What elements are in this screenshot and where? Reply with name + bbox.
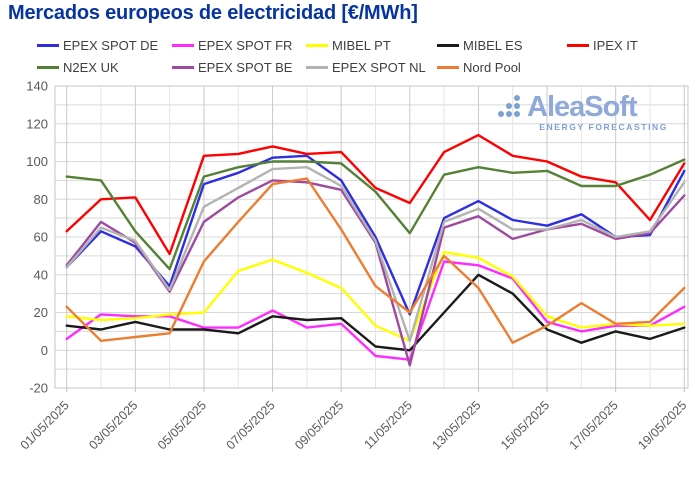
series-line-nord-pool xyxy=(65,177,686,344)
legend-swatch xyxy=(437,44,459,47)
legend-swatch xyxy=(567,44,589,47)
logo-dot xyxy=(514,103,520,109)
chart-title: Mercados europeos de electricidad [€/MWh… xyxy=(8,2,418,24)
y-tick-label: 60 xyxy=(34,230,48,245)
legend-swatch xyxy=(437,66,459,69)
series-line-n2ex-uk xyxy=(65,158,686,271)
legend-label: N2EX UK xyxy=(63,60,119,75)
x-tick-label: 03/05/2025 xyxy=(86,398,140,452)
series-line-epex-spot-nl xyxy=(65,165,686,342)
legend-row-2: N2EX UK EPEX SPOT BE EPEX SPOT NL Nord Pool xyxy=(0,60,696,76)
legend-swatch xyxy=(37,66,59,69)
legend-row-1: EPEX SPOT DE EPEX SPOT FR MIBEL PT MIBEL ES… xyxy=(0,38,696,54)
logo-dot xyxy=(514,111,520,117)
legend-label: IPEX IT xyxy=(593,38,638,53)
y-tick-label: 120 xyxy=(26,116,48,131)
y-tick-label: 20 xyxy=(34,305,48,320)
y-tick-label: 140 xyxy=(26,79,48,94)
y-tick-label: 0 xyxy=(41,343,48,358)
logo-dot xyxy=(506,103,512,109)
legend-swatch xyxy=(37,44,59,47)
plot-border xyxy=(54,85,689,389)
series-line-ipex-it xyxy=(65,133,686,256)
legend-label: EPEX SPOT BE xyxy=(198,60,293,75)
x-tick-label: 15/05/2025 xyxy=(498,398,552,452)
legend-item-n2ex-uk: N2EX UK xyxy=(37,60,119,75)
y-tick-label: 80 xyxy=(34,192,48,207)
logo-tagline: ENERGY FORECASTING xyxy=(539,122,668,132)
y-tick-label: -20 xyxy=(29,381,48,396)
legend-swatch xyxy=(172,44,194,47)
series-line-epex-spot-fr xyxy=(65,260,686,361)
x-tick-label: 11/05/2025 xyxy=(361,398,415,452)
legend-item-epex-spot-nl: EPEX SPOT NL xyxy=(306,60,426,75)
y-tick-label: 40 xyxy=(34,267,48,282)
aleasoft-logo: AleaSoft ENERGY FORECASTING xyxy=(498,93,668,132)
legend-item-nord-pool: Nord Pool xyxy=(437,60,521,75)
legend-swatch xyxy=(172,66,194,69)
x-tick-label: 17/05/2025 xyxy=(567,398,621,452)
x-tick-label: 19/05/2025 xyxy=(635,398,689,452)
legend-label: MIBEL ES xyxy=(463,38,523,53)
legend-swatch xyxy=(306,44,328,47)
legend-label: EPEX SPOT NL xyxy=(332,60,426,75)
legend-item-ipex-it: IPEX IT xyxy=(567,38,638,53)
logo-dot xyxy=(498,111,504,117)
legend-label: Nord Pool xyxy=(463,60,521,75)
legend-item-epex-spot-be: EPEX SPOT BE xyxy=(172,60,292,75)
logo-name: AleaSoft xyxy=(527,91,638,123)
x-tick-label: 01/05/2025 xyxy=(18,398,72,452)
x-tick-label: 09/05/2025 xyxy=(292,398,346,452)
series-line-mibel-pt xyxy=(65,250,686,342)
legend-item-mibel-es: MIBEL ES xyxy=(437,38,522,53)
legend-item-mibel-pt: MIBEL PT xyxy=(306,38,391,53)
logo-dot xyxy=(514,95,520,101)
series-line-epex-spot-de xyxy=(65,154,686,316)
x-tick-label: 05/05/2025 xyxy=(155,398,209,452)
logo-dot xyxy=(506,111,512,117)
x-tick-label: 13/05/2025 xyxy=(429,398,483,452)
legend-label: MIBEL PT xyxy=(332,38,391,53)
legend-swatch xyxy=(306,66,328,69)
legend-item-epex-spot-fr: EPEX SPOT FR xyxy=(172,38,292,53)
legend-item-epex-spot-de: EPEX SPOT DE xyxy=(37,38,158,53)
legend-label: EPEX SPOT DE xyxy=(63,38,159,53)
x-tick-label: 07/05/2025 xyxy=(224,398,278,452)
y-tick-label: 100 xyxy=(26,154,48,169)
legend-label: EPEX SPOT FR xyxy=(198,38,293,53)
logo-dots-icon xyxy=(498,95,522,119)
series-line-mibel-es xyxy=(65,273,686,352)
